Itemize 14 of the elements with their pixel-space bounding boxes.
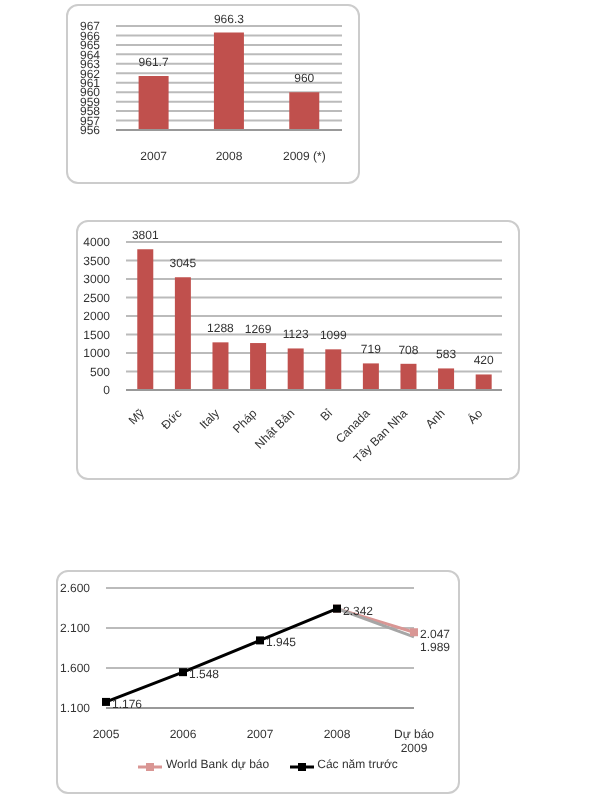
point (179, 668, 187, 677)
bar (287, 348, 304, 390)
bar (325, 349, 342, 390)
bar (212, 342, 229, 390)
bar (137, 249, 154, 390)
bar (174, 277, 191, 390)
bar (475, 374, 492, 390)
point (256, 636, 264, 645)
bar (400, 363, 417, 390)
bar (438, 368, 455, 390)
point (410, 628, 418, 637)
bar (362, 363, 379, 390)
bar (250, 343, 267, 390)
point (102, 697, 110, 706)
